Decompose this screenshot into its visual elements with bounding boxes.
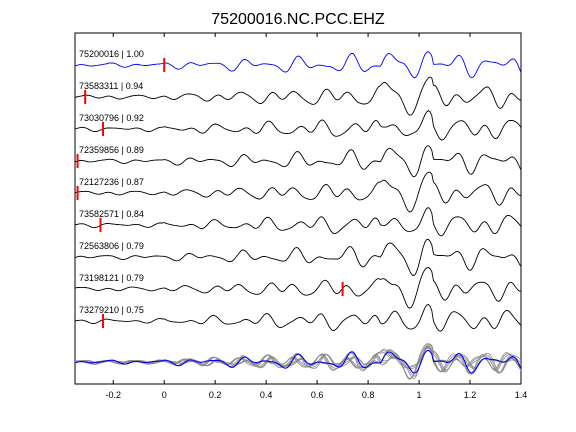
trace-4 (74, 145, 522, 178)
stack-trace-6 (74, 345, 522, 373)
trace-7 (74, 238, 522, 276)
trace-label-1: 75200016 | 1.00 (79, 49, 144, 59)
x-tick-label: 0 (162, 390, 167, 400)
trace-3 (74, 110, 522, 141)
x-tick-label: 0.6 (311, 390, 324, 400)
x-tick-label: 1 (417, 390, 422, 400)
stack-group (74, 343, 522, 380)
trace-label-3: 73030796 | 0.92 (79, 113, 144, 123)
x-tick-label: 0.2 (209, 390, 222, 400)
x-tick-label: -0.2 (105, 390, 121, 400)
x-tick-label: 0.4 (260, 390, 273, 400)
trace-5 (74, 171, 522, 213)
trace-6 (74, 207, 522, 237)
trace-1 (74, 51, 522, 79)
x-tick-label: 1.2 (464, 390, 477, 400)
x-tick-label: 1.4 (515, 390, 528, 400)
stack-reference-trace (74, 349, 522, 374)
plot-frame (74, 32, 522, 385)
trace-label-2: 73583311 | 0.94 (79, 81, 143, 91)
x-axis: -0.2 0 0.2 0.4 0.6 0.8 1 1.2 1.4 (105, 33, 527, 400)
trace-label-5: 72127236 | 0.87 (79, 177, 144, 187)
trace-label-9: 73279210 | 0.75 (79, 305, 144, 315)
trace-group: 75200016 | 1.00 73583311 | 0.94 73030796 |… (74, 49, 522, 332)
trace-2 (74, 76, 522, 116)
x-tick-label: 0.8 (362, 390, 375, 400)
trace-8 (74, 267, 522, 309)
trace-label-8: 73198121 | 0.79 (79, 273, 144, 283)
trace-label-6: 73582571 | 0.84 (79, 209, 144, 219)
chart-title: 75200016.NC.PCC.EHZ (211, 11, 385, 28)
pick-group (76, 58, 344, 328)
trace-label-7: 72563806 | 0.79 (79, 241, 144, 251)
trace-9 (74, 303, 522, 332)
trace-label-4: 72359856 | 0.89 (79, 145, 144, 155)
